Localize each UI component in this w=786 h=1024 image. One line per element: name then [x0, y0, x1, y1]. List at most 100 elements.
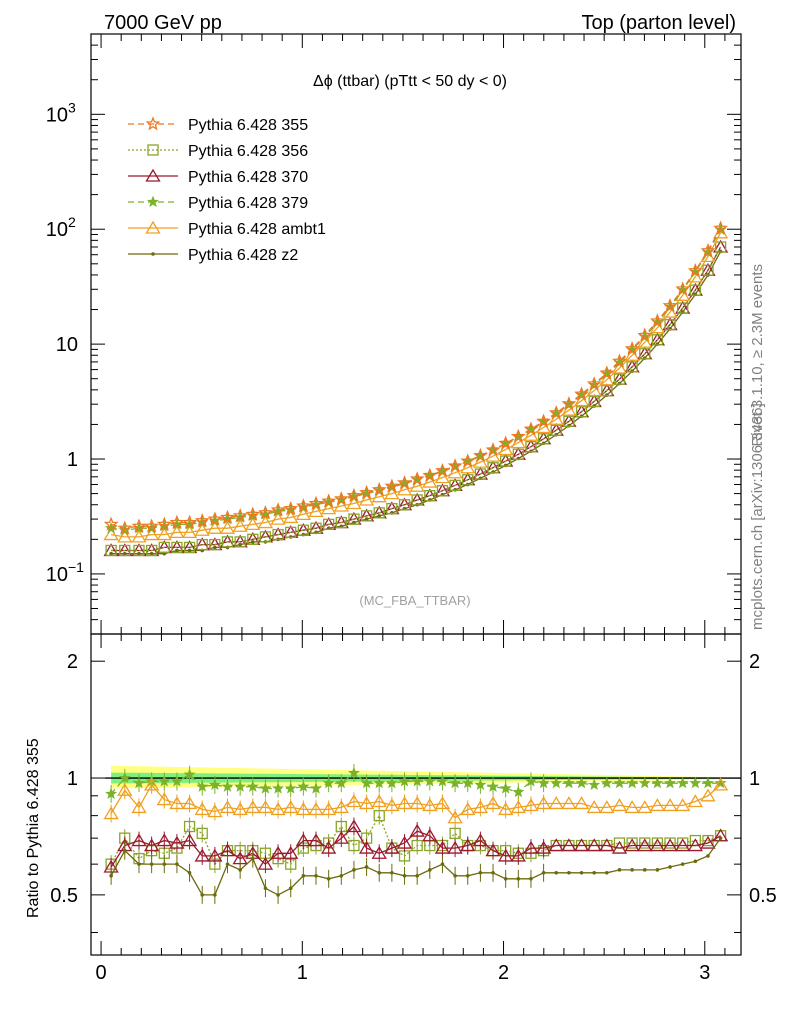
header-left: 7000 GeV pp [104, 12, 222, 34]
ratio-point [499, 782, 512, 794]
ratio-point [207, 804, 223, 818]
data-point [194, 522, 210, 536]
data-point [384, 478, 400, 493]
ratio-point [232, 802, 248, 816]
ratio-point [187, 870, 192, 875]
ratio-point [561, 796, 577, 810]
data-point [435, 463, 450, 478]
data-point [473, 447, 488, 462]
data-point [143, 527, 160, 541]
ratio-point [335, 776, 348, 789]
data-point [384, 486, 400, 500]
data-point [409, 478, 425, 492]
data-point [575, 406, 588, 418]
ratio-point [321, 802, 337, 816]
ratio-point [143, 838, 160, 852]
data-point [285, 526, 297, 539]
legend-label: Pythia 6.428 356 [188, 143, 308, 160]
x-tick-label: 0 [95, 962, 106, 984]
ratio-point [333, 830, 349, 844]
y-tick-exponent: 3 [68, 99, 76, 115]
data-point [500, 455, 512, 467]
ratio-point [664, 837, 676, 849]
data-point [601, 384, 613, 397]
data-point [397, 475, 412, 490]
ratio-y-tick-label-right: 2 [749, 651, 760, 673]
analysis-tag: (MC_FBA_TTBAR) [359, 593, 470, 608]
data-point [422, 467, 438, 482]
ratio-point [535, 840, 552, 854]
ratio-point [409, 823, 425, 837]
ratio-point [364, 865, 369, 869]
data-point [144, 518, 159, 533]
legend-label: Pythia 6.428 379 [188, 195, 308, 212]
ratio-point [617, 868, 622, 872]
ratio-point [398, 775, 411, 787]
ratio-point [626, 776, 639, 789]
chart-title: Δϕ (ttbar) (pTtt < 50 dy < 0) [313, 73, 507, 90]
legend-label: Pythia 6.428 370 [188, 169, 308, 186]
ratio-point [548, 796, 564, 810]
data-point [308, 504, 324, 518]
data-point [651, 334, 664, 346]
legend-entry: Pythia 6.428 379 [128, 195, 308, 212]
ratio-point [371, 794, 387, 808]
ratio-point [158, 775, 171, 787]
ratio-point [655, 868, 660, 872]
data-point [219, 520, 236, 534]
data-point [346, 487, 362, 502]
data-point [613, 373, 626, 385]
data-point [422, 474, 438, 488]
data-point [373, 507, 385, 519]
data-point [371, 482, 387, 497]
data-point [220, 509, 235, 524]
legend-marker [145, 168, 161, 182]
data-point [687, 263, 703, 278]
ratio-point [491, 870, 495, 875]
legend-marker [147, 195, 159, 208]
data-point [133, 544, 145, 557]
legend-marker [151, 252, 155, 256]
ratio-point [579, 870, 584, 875]
ratio-point [396, 796, 413, 810]
data-point [169, 525, 185, 539]
ratio-plot: 0.5 0.5 1 1 2 2 0 1 2 3 Ratio to Pythia 6.428 355 [25, 633, 777, 984]
data-point [103, 527, 119, 541]
data-point [536, 413, 551, 428]
ratio-point [288, 886, 293, 891]
data-point [359, 484, 374, 499]
data-point [637, 334, 653, 348]
data-point [487, 462, 499, 474]
ratio-point [541, 870, 546, 875]
ratio-point [283, 845, 299, 859]
ratio-point [131, 800, 147, 814]
ratio-point [122, 848, 127, 853]
ratio-point [460, 838, 476, 852]
ratio-point [472, 800, 489, 814]
ratio-point [662, 838, 678, 852]
data-point [323, 518, 335, 531]
y-tick-label: 10 [56, 334, 78, 356]
ratio-point [675, 838, 691, 852]
data-point [131, 518, 147, 533]
ratio-point [668, 865, 672, 869]
data-point [561, 402, 577, 416]
data-point [346, 496, 362, 510]
data-point [649, 320, 666, 334]
data-point [624, 347, 640, 361]
data-point [122, 551, 127, 556]
ratio-point [600, 776, 613, 789]
ratio-point [358, 796, 375, 810]
data-point [238, 542, 242, 547]
data-point [550, 424, 562, 436]
ratio-point [225, 862, 230, 866]
data-point [537, 433, 550, 445]
data-point [209, 538, 221, 551]
ratio-point [423, 775, 436, 787]
data-point [574, 386, 589, 401]
ratio-point [562, 776, 575, 789]
data-point [377, 514, 382, 518]
ratio-series-2 [105, 764, 727, 803]
data-point [119, 544, 131, 557]
ratio-point [611, 840, 628, 854]
